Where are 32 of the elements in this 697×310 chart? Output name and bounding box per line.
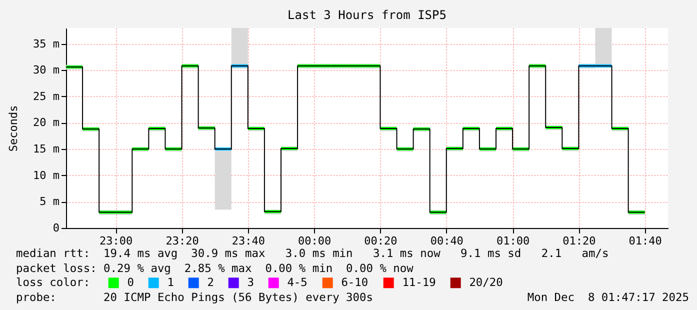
y-tick-label: 30 m	[33, 64, 60, 77]
legend-label: 6-10	[341, 276, 368, 289]
legend-label: 0	[127, 276, 134, 289]
legend-label: 3	[247, 276, 254, 289]
x-tick-label: 23:00	[100, 234, 133, 248]
text: median rtt: 19.4 ms avg 30.9 ms max 3.0 ms min 3.1 ms now 9.1 ms sd 2.1 am/s	[16, 247, 609, 260]
x-tick-label: 23:40	[232, 234, 265, 248]
legend-label: 20/20	[469, 276, 504, 289]
y-tick-label: 25 m	[33, 90, 60, 103]
x-tick-label: 00:40	[430, 234, 464, 248]
x-tick-label: 00:20	[364, 234, 398, 248]
x-tick-label: 01:40	[628, 234, 662, 248]
x-tick-label: 01:20	[562, 234, 596, 248]
y-tick-label: 15 m	[33, 142, 60, 156]
legend-label: 11-19	[402, 276, 436, 289]
y-tick-label: 10 m	[33, 168, 60, 182]
y-tick-label: 5 m	[40, 195, 60, 208]
y-tick-label: 0	[52, 222, 60, 234]
legend-title: loss color:	[16, 276, 90, 289]
legend-label: 4-5	[287, 276, 308, 289]
y-tick-label: 35 m	[33, 37, 60, 50]
x-tick-label: 01:00	[496, 234, 530, 248]
text: probe: 20 ICMP Echo Pings (56 Bytes) every 300s	[16, 291, 373, 304]
text: Mon Dec 8 01:47:17 2025	[527, 291, 689, 304]
y-axis-title: Seconds	[7, 105, 20, 152]
legend-label: 2	[207, 276, 214, 289]
y-tick-label: 20 m	[33, 116, 60, 130]
x-tick-label: 00:00	[298, 234, 332, 248]
chart-title: Last 3 Hours from ISP5	[288, 8, 446, 22]
x-tick-label: 23:20	[166, 234, 199, 248]
legend-label: 1	[167, 276, 174, 289]
text: packet loss: 0.29 % avg 2.85 % max 0.00 % min 0.00 % now	[16, 262, 414, 275]
